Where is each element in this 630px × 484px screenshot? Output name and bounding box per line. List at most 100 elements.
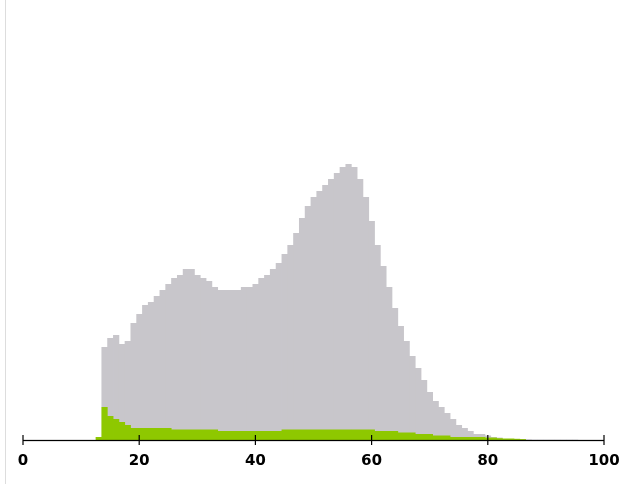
- bar-series-1-bin-79: [479, 437, 486, 440]
- bar-series-0-bin-59: [362, 197, 370, 440]
- bar-series-1-bin-47: [293, 429, 300, 440]
- bar-series-0-bin-45: [281, 254, 288, 440]
- x-tick-label-60: 60: [361, 451, 382, 469]
- series-0: [101, 164, 579, 440]
- bar-series-0-bin-66: [403, 341, 410, 440]
- bar-series-0-bin-50: [310, 197, 317, 440]
- bar-series-0-bin-71: [432, 401, 439, 440]
- bar-series-1-bin-44: [275, 431, 282, 440]
- bar-series-1-bin-19: [130, 428, 137, 440]
- bar-series-1-bin-65: [397, 432, 404, 440]
- bar-series-1-bin-46: [287, 429, 294, 440]
- bar-series-0-bin-42: [264, 275, 271, 440]
- bar-series-0-bin-34: [217, 290, 224, 440]
- bar-series-1-bin-59: [362, 429, 370, 440]
- bar-series-0-bin-25: [165, 284, 172, 440]
- bar-series-0-bin-61: [374, 245, 381, 440]
- bar-series-0-bin-54: [333, 173, 341, 440]
- bar-series-0-bin-16: [113, 335, 120, 440]
- bar-series-0-bin-69: [420, 380, 428, 440]
- bar-series-0-bin-27: [176, 275, 184, 440]
- bar-series-0-bin-63: [386, 287, 393, 440]
- x-tick-label-100: 100: [588, 451, 619, 469]
- bar-series-1-bin-66: [403, 432, 410, 440]
- bar-series-1-bin-32: [206, 429, 213, 440]
- bar-series-0-bin-40: [252, 284, 259, 440]
- x-tick-label-0: 0: [18, 451, 28, 469]
- bar-series-0-bin-15: [107, 338, 114, 440]
- bar-series-1-bin-50: [310, 429, 317, 440]
- bar-series-0-bin-48: [298, 218, 306, 440]
- bar-series-0-bin-53: [328, 179, 335, 440]
- bar-series-1-bin-35: [223, 431, 230, 440]
- bar-series-0-bin-32: [206, 281, 213, 440]
- bar-series-1-bin-55: [339, 429, 346, 440]
- bar-series-0-bin-33: [211, 287, 219, 440]
- bar-series-0-bin-44: [275, 263, 282, 440]
- bar-series-0-bin-43: [269, 269, 277, 440]
- bar-series-1-bin-23: [153, 428, 160, 440]
- x-tick-label-80: 80: [477, 451, 498, 469]
- bar-series-0-bin-73: [444, 413, 451, 440]
- bar-series-1-bin-64: [391, 431, 399, 440]
- bar-series-0-bin-46: [287, 245, 294, 440]
- bar-series-0-bin-65: [397, 326, 404, 440]
- bar-series-1-bin-27: [176, 429, 184, 440]
- bar-series-0-bin-51: [316, 191, 323, 440]
- bar-series-0-bin-56: [345, 164, 352, 440]
- bar-series-1-bin-26: [171, 429, 178, 440]
- bar-series-0-bin-52: [322, 185, 329, 440]
- bar-series-1-bin-76: [461, 437, 468, 440]
- bar-series-0-bin-31: [200, 278, 207, 440]
- bar-series-1-bin-56: [345, 429, 352, 440]
- x-tick-label-20: 20: [129, 451, 150, 469]
- bar-series-1-bin-75: [455, 437, 463, 440]
- bar-series-0-bin-28: [182, 269, 189, 440]
- bar-series-0-bin-60: [368, 221, 375, 440]
- bar-series-1-bin-70: [426, 434, 433, 440]
- bar-series-0-bin-14: [101, 347, 108, 440]
- bar-series-1-bin-83: [502, 438, 509, 440]
- bar-series-1-bin-86: [519, 439, 526, 440]
- bar-series-1-bin-81: [490, 437, 497, 440]
- bar-series-0-bin-49: [304, 206, 311, 440]
- bar-series-1-bin-29: [188, 429, 195, 440]
- x-axis: 0 20 40 60 80 100: [18, 435, 620, 469]
- bar-series-0-bin-20: [136, 314, 143, 440]
- bar-series-1-bin-28: [182, 429, 189, 440]
- bar-series-0-bin-55: [339, 167, 346, 440]
- bar-series-1-bin-48: [298, 429, 306, 440]
- bar-series-0-bin-64: [391, 308, 399, 440]
- bar-series-0-bin-47: [293, 233, 300, 440]
- bar-series-1-bin-34: [217, 431, 224, 440]
- bar-series-0-bin-39: [246, 287, 253, 440]
- bar-series-1-bin-38: [240, 431, 248, 440]
- bar-series-1-bin-20: [136, 428, 143, 440]
- bar-series-1-bin-18: [124, 425, 131, 440]
- bar-series-1-bin-42: [264, 431, 271, 440]
- bar-series-0-bin-21: [142, 305, 149, 440]
- bar-series-1-bin-41: [258, 431, 265, 440]
- bar-series-0-bin-22: [147, 302, 155, 440]
- bar-series-1-bin-60: [368, 429, 375, 440]
- bar-series-1-bin-74: [450, 437, 457, 440]
- bar-series-0-bin-77: [467, 431, 474, 440]
- bar-series-0-bin-18: [124, 341, 131, 440]
- bar-series-1-bin-33: [211, 429, 219, 440]
- bar-series-1-bin-30: [194, 429, 201, 440]
- bar-series-0-bin-70: [426, 392, 433, 440]
- bar-series-1-bin-82: [496, 438, 503, 440]
- bar-series-1-bin-62: [380, 431, 387, 440]
- bar-series-0-bin-23: [153, 296, 160, 440]
- bar-series-0-bin-17: [118, 344, 126, 440]
- bar-series-0-bin-24: [159, 290, 166, 440]
- bar-series-1-bin-77: [467, 437, 474, 440]
- bar-series-0-bin-58: [357, 179, 364, 440]
- bar-series-0-bin-35: [223, 290, 230, 440]
- bar-series-1-bin-45: [281, 429, 288, 440]
- bar-series-1-bin-43: [269, 431, 277, 440]
- bar-series-1-bin-68: [415, 434, 422, 440]
- bar-series-0-bin-62: [380, 266, 387, 440]
- bar-series-1-bin-31: [200, 429, 207, 440]
